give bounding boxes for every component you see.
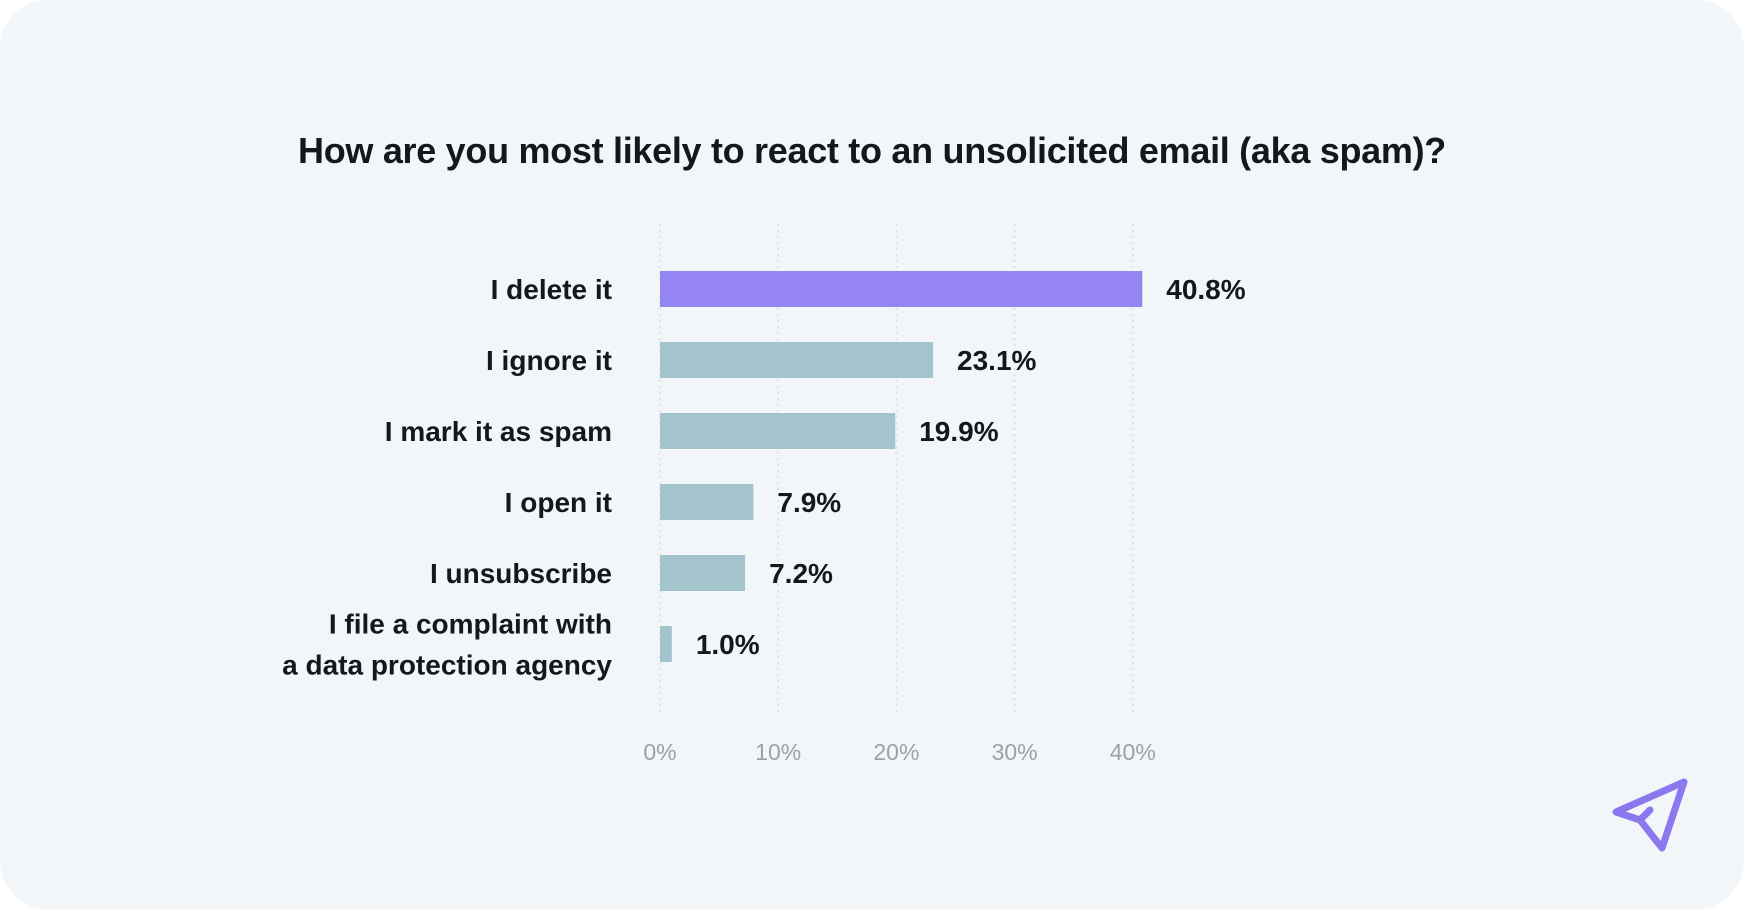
x-tick-label: 10%: [755, 739, 801, 765]
value-label: 40.8%: [1166, 274, 1245, 305]
value-label: 23.1%: [957, 345, 1036, 376]
value-label: 7.2%: [769, 558, 833, 589]
chart-title: How are you most likely to react to an u…: [298, 130, 1446, 171]
value-label: 19.9%: [919, 416, 998, 447]
category-label: a data protection agency: [282, 650, 612, 681]
category-label: I mark it as spam: [385, 416, 612, 447]
category-label: I delete it: [491, 274, 612, 305]
bar: [660, 484, 754, 520]
category-label: I file a complaint with: [329, 609, 612, 640]
x-tick-label: 0%: [643, 739, 676, 765]
x-tick-label: 20%: [873, 739, 919, 765]
x-tick-label: 40%: [1110, 739, 1156, 765]
bar: [660, 342, 934, 378]
paper-plane-icon: [1612, 778, 1688, 852]
bar: [660, 413, 896, 449]
bar: [660, 271, 1143, 307]
category-label: I ignore it: [486, 345, 612, 376]
category-label: I unsubscribe: [430, 558, 612, 589]
value-label: 1.0%: [696, 629, 760, 660]
x-tick-label: 30%: [992, 739, 1038, 765]
bar: [660, 555, 746, 591]
value-label: 7.9%: [777, 487, 841, 518]
category-label: I open it: [505, 487, 612, 518]
bar: [660, 626, 672, 662]
